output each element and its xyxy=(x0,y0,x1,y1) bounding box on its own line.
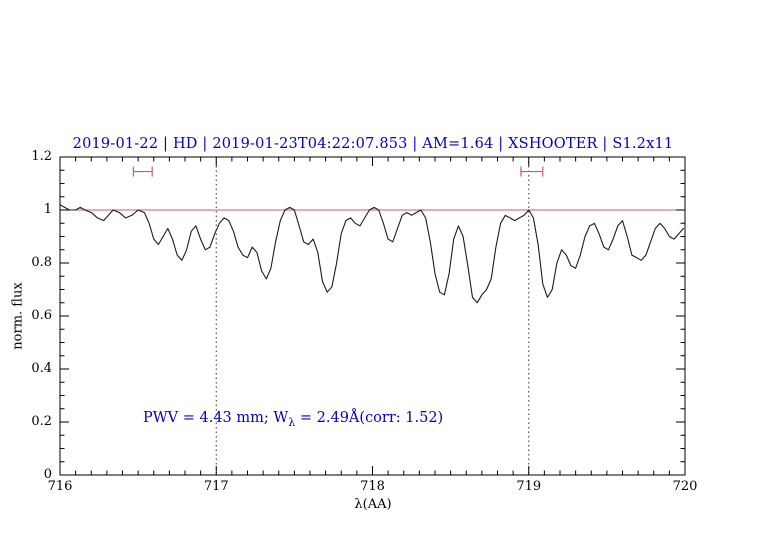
y-tick-label: 0.2 xyxy=(31,414,52,429)
x-tick-label: 716 xyxy=(47,479,73,494)
pwv-annotation: PWV = 4.43 mm; Wλ = 2.49Å(corr: 1.52) xyxy=(143,410,443,429)
x-tick-label: 717 xyxy=(203,479,229,494)
y-tick-label: 1 xyxy=(43,202,52,217)
y-tick-label: 0 xyxy=(43,467,52,482)
y-tick-label: 0.8 xyxy=(31,255,52,270)
y-tick-label: 0.6 xyxy=(31,308,52,323)
annotation-lambda-subscript: λ xyxy=(288,415,296,429)
y-tick-label: 1.2 xyxy=(31,149,52,164)
spectrum-plot-canvas xyxy=(59,156,686,476)
spectrum-line xyxy=(59,204,684,304)
x-tick-label: 719 xyxy=(516,479,542,494)
annotation-text-right: = 2.49Å(corr: 1.52) xyxy=(295,410,444,426)
x-tick-label: 720 xyxy=(672,479,698,494)
x-tick-label: 718 xyxy=(360,479,385,494)
y-tick-label: 0.4 xyxy=(31,361,52,376)
x-axis-label: λ(AA) xyxy=(354,497,392,512)
annotation-text-left: PWV = 4.43 mm; W xyxy=(143,410,289,426)
plot-title: 2019-01-22 | HD | 2019-01-23T04:22:07.85… xyxy=(72,136,674,152)
